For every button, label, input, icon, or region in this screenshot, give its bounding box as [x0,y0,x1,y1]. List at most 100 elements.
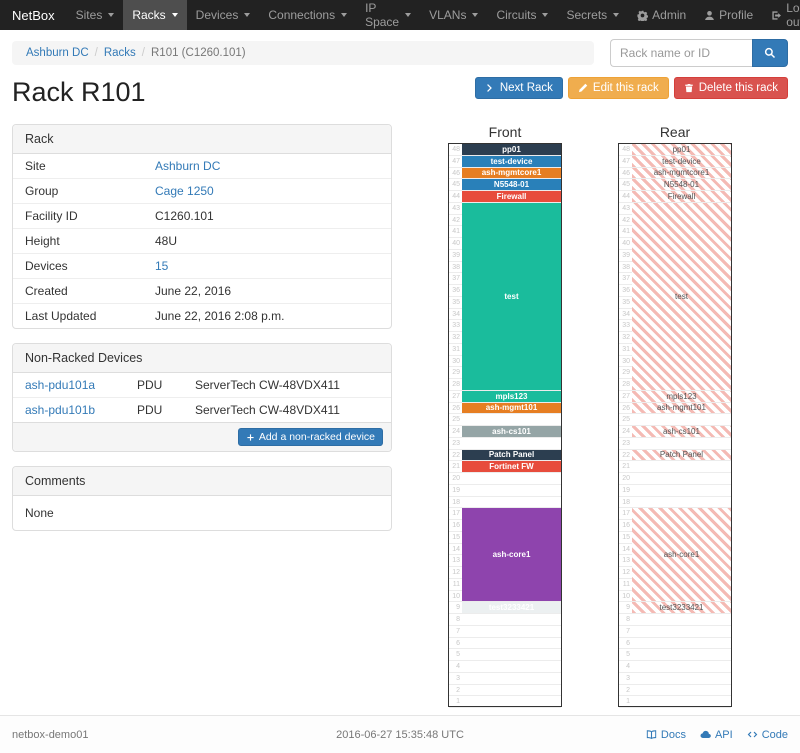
device-block-n5548-01[interactable]: N5548-01 [632,179,731,190]
main-content: Ashburn DC / Racks / R101 (C1260.101) Next R… [0,30,800,708]
trash-icon [684,83,694,93]
device-label: ash-core1 [492,550,531,560]
device-block-test3233421[interactable]: test3233421 [632,602,731,613]
unit-number: 36 [452,287,460,294]
device-block-test-device[interactable]: test-device [462,155,561,167]
nav-item-secrets[interactable]: Secrets [557,0,628,30]
unit-number: 9 [626,604,630,612]
device-block-ash-cs101[interactable]: ash-cs101 [632,426,731,437]
device-block-mpls123[interactable]: mpls123 [632,390,731,402]
unit-number: 28 [622,381,630,388]
device-block-ash-mgmtcore1[interactable]: ash-mgmtcore1 [632,167,731,179]
device-block-mpls123[interactable]: mpls123 [462,390,561,402]
device-block-patch-panel[interactable]: Patch Panel [632,449,731,461]
device-block-test3233421[interactable]: test3233421 [462,602,561,613]
device-type: ServerTech CW-48VDX411 [195,378,340,392]
attr-label: Height [13,228,143,254]
nav-item-label: Sites [75,8,103,22]
rack-search-input[interactable] [610,39,752,67]
device-block-firewall[interactable]: Firewall [462,191,561,202]
footer-links: Docs API Code [588,729,788,741]
chevron-down-icon [108,13,115,17]
left-column: Rack Site Ashburn DC Group Cage 1250 Facilit… [12,124,392,545]
footer-hostname: netbox-demo01 [12,728,89,741]
device-block-ash-mgmtcore1[interactable]: ash-mgmtcore1 [462,167,561,179]
unit-number: 44 [622,193,630,200]
next-rack-button[interactable]: Next Rack [474,77,563,99]
attr-value-group[interactable]: Cage 1250 [155,184,214,198]
device-block-n5548-01[interactable]: N5548-01 [462,179,561,190]
user-icon [704,10,715,21]
unit-number: 20 [452,475,460,482]
nav-item-circuits[interactable]: Circuits [487,0,557,30]
device-link-ash-pdu101b[interactable]: ash-pdu101b [25,403,96,417]
device-block-test[interactable]: test [632,202,731,390]
device-link-ash-pdu101a[interactable]: ash-pdu101a [25,378,96,392]
rack-unit: 1 [619,696,731,708]
rack-unit: 23 [619,438,731,450]
device-label: ash-cs101 [492,426,531,436]
rack-unit: 3 [619,673,731,685]
gear-icon [637,10,649,21]
unit-number: 39 [452,251,460,259]
unit-number: 48 [622,146,630,153]
nav-item-profile[interactable]: Profile [695,0,762,30]
unit-number: 12 [452,569,460,576]
nav-item-vlans[interactable]: VLANs [420,0,487,30]
unit-number: 9 [456,604,460,612]
nav-item-devices[interactable]: Devices [187,0,260,30]
delete-rack-button[interactable]: Delete this rack [673,77,788,99]
unit-number: 40 [622,240,630,247]
unit-number: 33 [622,322,630,330]
unit-number: 27 [452,392,460,400]
device-block-ash-mgmt101[interactable]: ash-mgmt101 [462,402,561,414]
device-block-ash-core1[interactable]: ash-core1 [462,508,561,602]
device-block-ash-mgmt101[interactable]: ash-mgmt101 [632,402,731,414]
unit-number: 17 [622,510,630,518]
unit-number: 3 [456,674,460,682]
nav-item-connections[interactable]: Connections [259,0,356,30]
edit-rack-button[interactable]: Edit this rack [567,77,669,99]
footer-link-docs[interactable]: Docs [646,729,686,741]
device-block-fortinet-fw[interactable]: Fortinet FW [462,461,561,472]
device-block-pp01[interactable]: pp01 [632,144,731,155]
device-block-test[interactable]: test [462,202,561,390]
device-block-ash-cs101[interactable]: ash-cs101 [462,426,561,437]
unit-number: 47 [622,157,630,165]
unit-number: 45 [452,181,460,189]
unit-number: 5 [626,651,630,659]
breadcrumb-link[interactable]: Racks [103,47,136,59]
unit-number: 33 [452,322,460,330]
rack-panel: Rack Site Ashburn DC Group Cage 1250 Facilit… [12,124,392,329]
unit-number: 18 [452,498,460,506]
attr-value-devices[interactable]: 15 [155,259,169,273]
add-nonracked-device-button[interactable]: Add a non-racked device [237,428,383,446]
unit-number: 17 [452,510,460,518]
table-row: Group Cage 1250 [13,178,391,204]
attr-value-site[interactable]: Ashburn DC [155,159,221,173]
footer-link-label: Code [761,728,788,741]
nav-item-log-out[interactable]: Log out [762,0,800,30]
device-block-pp01[interactable]: pp01 [462,144,561,155]
rack-unit: 20 [619,473,731,485]
nav-item-admin[interactable]: Admin [628,0,695,30]
brand-link[interactable]: NetBox [12,7,55,23]
unit-number: 43 [622,204,630,212]
nav-item-sites[interactable]: Sites [67,0,124,30]
footer-link-api[interactable]: API [700,729,733,741]
device-block-firewall[interactable]: Firewall [632,191,731,202]
nav-item-racks[interactable]: Racks [123,0,187,30]
device-block-ash-core1[interactable]: ash-core1 [632,508,731,602]
rack-unit: 1 [449,696,561,708]
nonracked-panel: Non-Racked Devices ash-pdu101a PDU ServerT… [12,343,392,452]
comments-panel-title: Comments [13,467,391,496]
device-block-test-device[interactable]: test-device [632,155,731,167]
device-block-patch-panel[interactable]: Patch Panel [462,449,561,461]
nav-item-ip-space[interactable]: IP Space [356,0,420,30]
unit-number: 46 [452,169,460,177]
unit-number: 24 [452,428,460,435]
footer-link-code[interactable]: Code [747,729,788,741]
search-button[interactable] [752,39,788,67]
breadcrumb-link[interactable]: Ashburn DC [26,47,89,59]
unit-number: 39 [622,251,630,259]
